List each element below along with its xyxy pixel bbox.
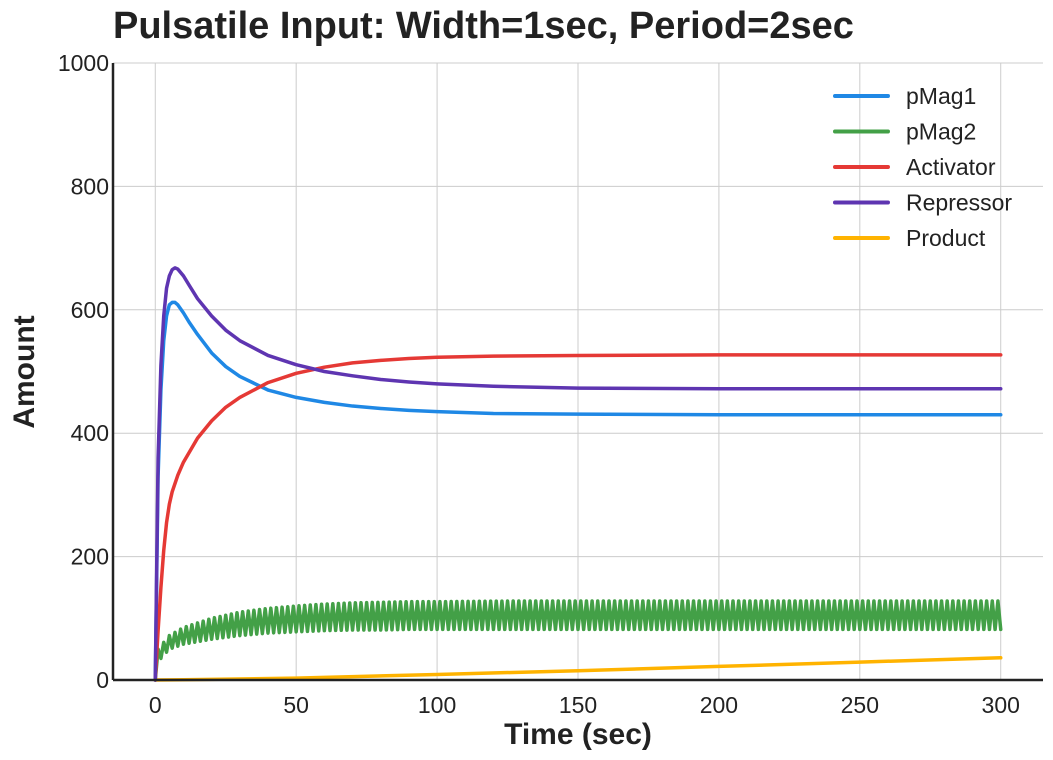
y-tick-label: 600 (71, 297, 109, 323)
y-tick-label: 1000 (58, 50, 109, 76)
legend-label-repressor: Repressor (906, 190, 1012, 216)
tick-labels: 0 50 100 150 200 250 300 0 200 400 600 800 1000 (58, 50, 1020, 718)
legend-label-pmag2: pMag2 (906, 119, 976, 145)
y-tick-label: 200 (71, 544, 109, 570)
series-line-pmag2 (153, 599, 1003, 682)
x-tick-label: 0 (149, 692, 162, 718)
legend: pMag1 pMag2 Activator Repressor Product (833, 83, 1012, 251)
x-tick-label: 150 (559, 692, 597, 718)
series-layer (153, 266, 1003, 682)
x-tick-label: 250 (841, 692, 879, 718)
chart-title: Pulsatile Input: Width=1sec, Period=2sec (113, 5, 854, 47)
x-axis-title: Time (sec) (504, 718, 652, 751)
axes-spines (111, 63, 1043, 682)
x-tick-label: 50 (283, 692, 309, 718)
x-tick-label: 300 (982, 692, 1020, 718)
y-tick-label: 0 (96, 667, 109, 693)
legend-label-product: Product (906, 225, 986, 251)
legend-label-activator: Activator (906, 154, 996, 180)
y-axis-title: Amount (8, 315, 41, 428)
legend-label-pmag1: pMag1 (906, 83, 976, 109)
series-line-activator (153, 353, 1003, 682)
series-line-pmag1 (153, 300, 1003, 682)
y-tick-label: 800 (71, 173, 109, 199)
x-tick-label: 100 (418, 692, 456, 718)
series-line-repressor (153, 266, 1003, 682)
grid (113, 62, 1043, 681)
x-tick-label: 200 (700, 692, 738, 718)
y-tick-label: 400 (71, 420, 109, 446)
